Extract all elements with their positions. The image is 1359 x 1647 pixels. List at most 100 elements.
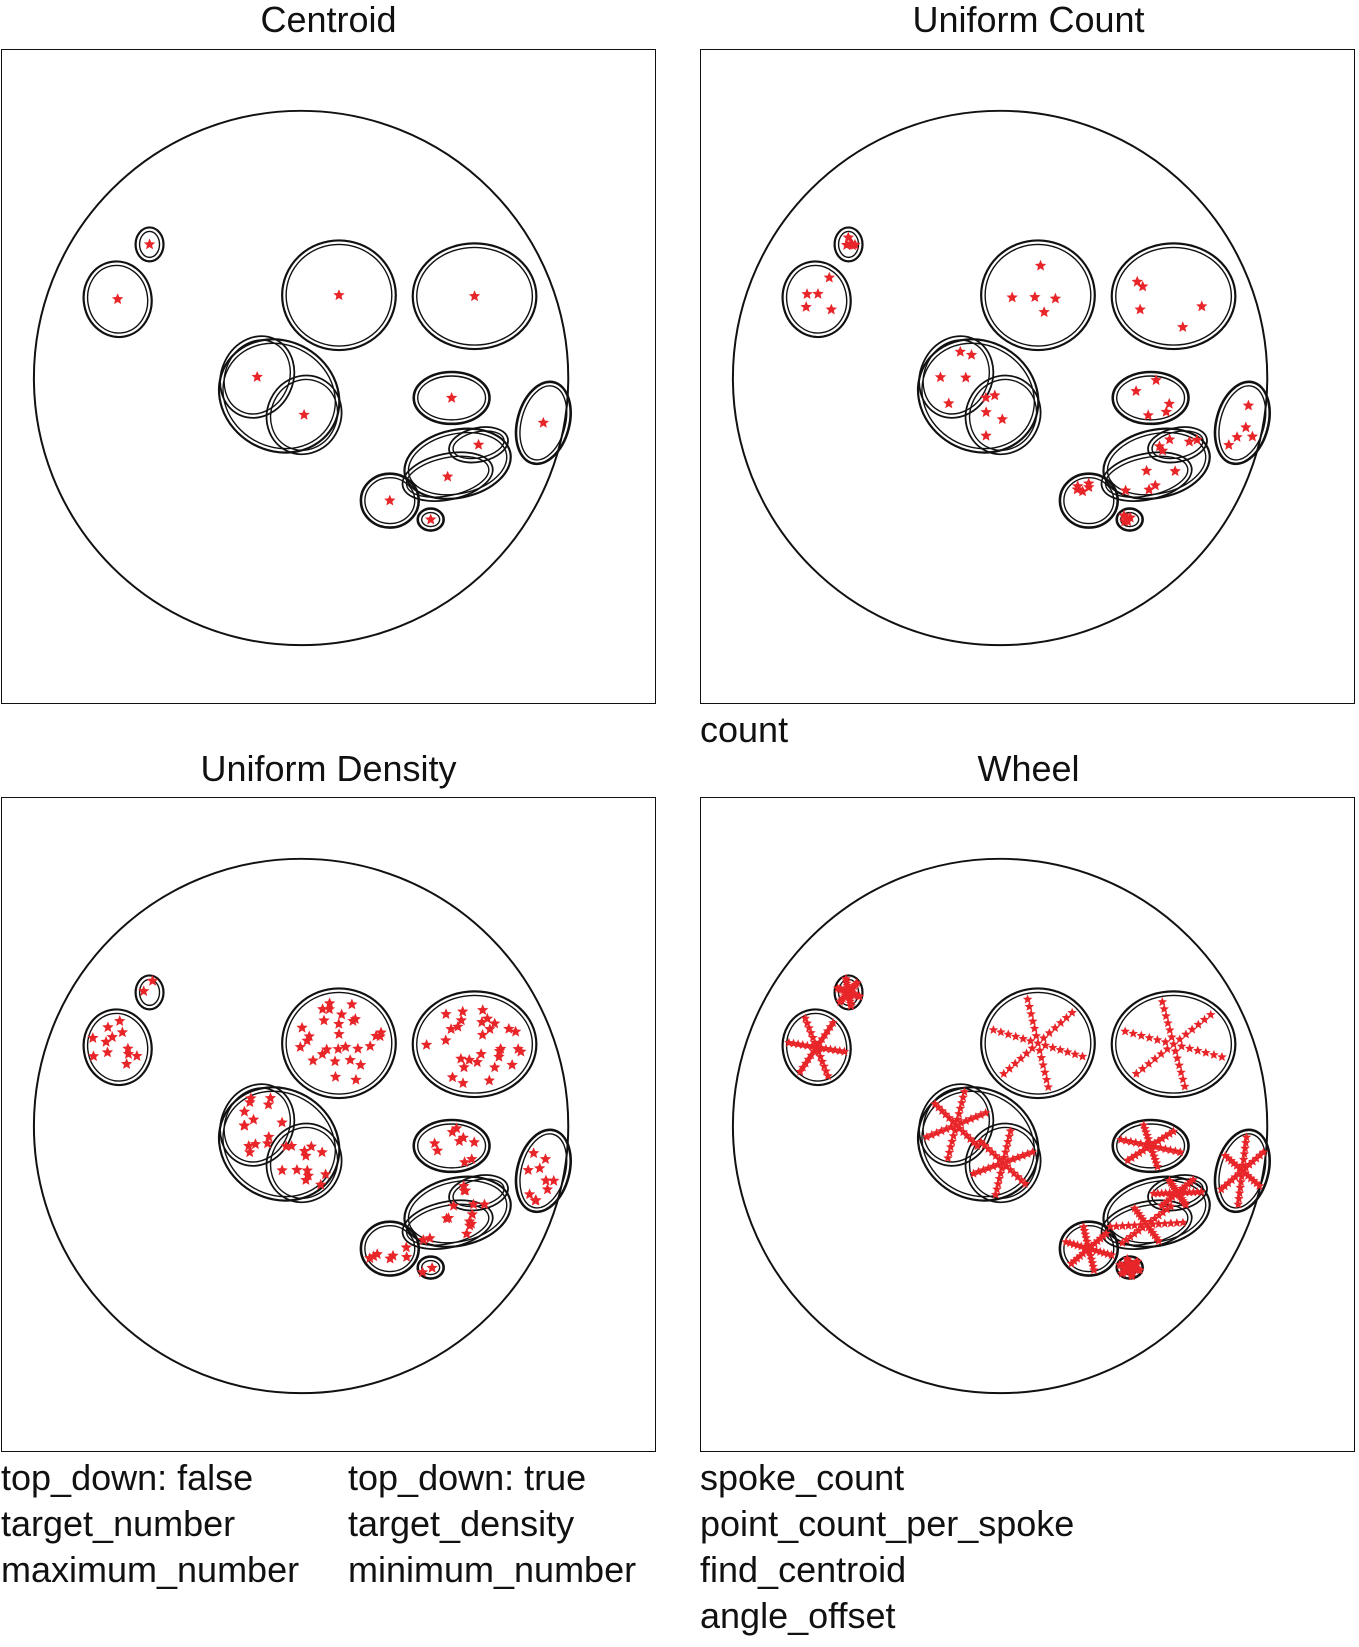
cell-group-bot-marker xyxy=(417,1234,429,1245)
centroid-param-target-number: target_number xyxy=(1,1503,236,1544)
cell-bottom-left-outline xyxy=(1058,1220,1120,1277)
cell-small-top-spoke-marker xyxy=(840,990,851,1000)
cell-large-a-spoke-marker xyxy=(1056,1017,1066,1027)
cell-group-bot-spoke-marker xyxy=(1117,1221,1128,1231)
cell-pair-b-outline xyxy=(964,1122,1042,1204)
cell-mid-spoke-marker xyxy=(1138,1120,1149,1130)
cell-pair-a-marker xyxy=(276,1116,288,1128)
cell-large-b-marker xyxy=(455,1052,467,1064)
cell-large-b-marker xyxy=(476,1016,488,1028)
wheel-param-find-centroid: find_centroid xyxy=(700,1549,907,1590)
cell-large-b-marker xyxy=(494,1042,507,1054)
cell-bottom-tiny-spoke-marker xyxy=(1114,1259,1125,1269)
cell-right-hub-marker xyxy=(1237,1165,1248,1175)
cell-group-bot-marker xyxy=(1140,464,1153,476)
cell-bottom-left-spoke-marker xyxy=(1095,1233,1106,1243)
panel-title-wheel: Wheel xyxy=(977,748,1080,789)
cell-pair-b-marker xyxy=(989,389,1001,401)
cell-large-b-spoke-marker xyxy=(1209,1049,1219,1059)
cell-right-marker xyxy=(522,1164,534,1175)
cell-pair-a-marker xyxy=(244,1096,256,1108)
cell-large-a-spoke-marker xyxy=(1024,1001,1035,1011)
cell-pair-b-spoke-marker xyxy=(968,1168,979,1178)
cell-right-marker xyxy=(541,1183,554,1195)
cell-mid-centroid-marker xyxy=(445,391,458,403)
cell-bottom-left-spoke-marker xyxy=(1089,1265,1099,1275)
cell-large-a-centroid-marker xyxy=(333,289,345,301)
cell-large-a-spoke-marker xyxy=(1077,1051,1088,1061)
cell-group-top-spoke-marker xyxy=(1149,1188,1159,1198)
cell-right-spoke-marker xyxy=(1216,1184,1226,1194)
cell-large-b-spoke-marker xyxy=(1176,1067,1186,1077)
cell-group-outer-inner-outline xyxy=(407,431,508,496)
cell-bottom-tiny-marker xyxy=(1120,512,1133,524)
cell-group-bot-marker xyxy=(464,1219,476,1231)
cell-right-spoke-marker xyxy=(1254,1180,1265,1190)
panel-title-uniform-density: Uniform Density xyxy=(200,748,457,789)
cell-group-bot-spoke-marker xyxy=(1145,1225,1156,1235)
cell-right-marker xyxy=(1231,431,1243,442)
cell-left-marker xyxy=(823,271,835,283)
cell-pair-outer-outline xyxy=(916,338,1040,454)
cell-pair-b-spoke-marker xyxy=(993,1179,1003,1189)
cell-large-a-marker xyxy=(329,1055,341,1067)
cell-left-spoke-marker xyxy=(821,1043,831,1053)
cell-large-a-spoke-marker xyxy=(1031,1030,1041,1040)
cell-pair-b-marker xyxy=(300,1149,312,1161)
cell-mid-marker xyxy=(458,1156,471,1168)
cell-group-bot-marker xyxy=(424,1232,436,1244)
cell-large-b-marker xyxy=(1177,321,1189,332)
cell-right-inner-outline xyxy=(519,385,568,461)
cell-large-a-marker xyxy=(1029,291,1041,303)
cell-right-inner-outline xyxy=(1218,1133,1267,1209)
cell-group-top-spoke-marker xyxy=(1196,1186,1207,1196)
cell-large-b-marker xyxy=(455,1014,467,1026)
cell-large-b-spoke-marker xyxy=(1152,1034,1163,1045)
cell-group-bot-outline xyxy=(1100,1199,1193,1250)
cell-mid-spoke-marker xyxy=(1150,1154,1160,1164)
cell-bottom-tiny-inner-outline xyxy=(421,511,441,528)
cell-group-bot-outline xyxy=(401,451,494,502)
panel-wheel xyxy=(700,797,1355,1452)
cell-pair-a-hub-marker xyxy=(951,1120,962,1129)
cell-large-b-spoke-marker xyxy=(1193,1019,1204,1029)
cell-large-b-spoke-marker xyxy=(1180,1081,1190,1091)
cell-group-bot-spoke-marker xyxy=(1129,1220,1140,1230)
cell-pair-a-spoke-marker xyxy=(944,1147,955,1157)
cell-group-top-spoke-marker xyxy=(1156,1188,1167,1198)
cell-group-top-outline xyxy=(448,1174,509,1212)
cell-pair-a-spoke-marker xyxy=(937,1105,947,1116)
cell-large-b-spoke-marker xyxy=(1199,1014,1210,1024)
cell-large-b-marker xyxy=(440,1034,452,1046)
cell-mid-outline xyxy=(1111,1118,1190,1174)
cell-mid-spoke-marker xyxy=(1153,1136,1163,1146)
cell-mid-spoke-marker xyxy=(1165,1145,1176,1155)
cell-mid-marker xyxy=(1130,385,1142,397)
cell-group-top-inner-outline xyxy=(452,430,505,460)
cell-pair-b-spoke-marker xyxy=(976,1136,986,1146)
cell-large-a-outline xyxy=(980,239,1096,352)
cell-group-bot-outline xyxy=(1100,451,1193,502)
cell-left-centroid-marker xyxy=(111,293,124,305)
cell-bottom-left-spoke-marker xyxy=(1079,1225,1090,1235)
cell-large-a-inner-outline xyxy=(984,243,1092,347)
cell-group-outer-inner-outline xyxy=(407,1179,508,1244)
cell-group-top-inner-outline xyxy=(452,1178,505,1208)
cell-mid-spoke-marker xyxy=(1170,1146,1181,1156)
cell-mid-marker xyxy=(468,1136,480,1148)
cell-pair-a-marker xyxy=(954,345,966,357)
cell-pair-b-spoke-marker xyxy=(992,1184,1002,1194)
cell-large-b-inner-outline xyxy=(416,246,534,346)
cell-pair-b-outline xyxy=(964,374,1042,456)
cell-pair-b-spoke-marker xyxy=(987,1147,997,1157)
cell-large-b-marker xyxy=(457,1005,469,1017)
cell-large-b-marker xyxy=(471,1056,483,1068)
cell-pair-b-spoke-marker xyxy=(995,1168,1006,1178)
cell-bottom-left-marker xyxy=(364,1252,376,1264)
cell-pair-a-outline xyxy=(219,335,296,419)
cell-left-spoke-marker xyxy=(804,1023,814,1033)
cell-pair-a-marker xyxy=(245,1092,257,1104)
cell-group-bot-spoke-marker xyxy=(1105,1221,1116,1231)
cell-large-b-spoke-marker xyxy=(1156,1049,1166,1059)
cell-pair-a-marker xyxy=(243,1140,255,1151)
